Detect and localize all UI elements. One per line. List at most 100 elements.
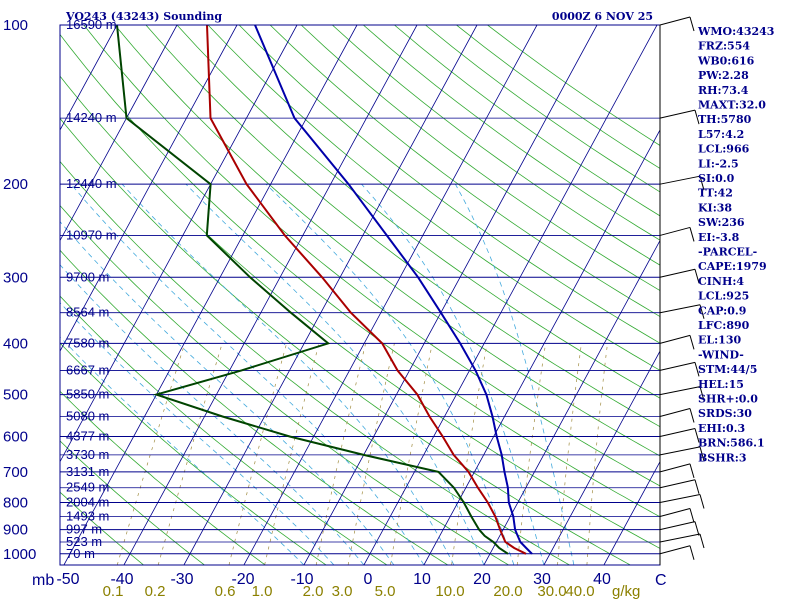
- mixing-ratio-line: [116, 343, 186, 565]
- temp-tick-label: 30: [533, 571, 551, 588]
- chart-title: VO243 (43243) Sounding: [65, 10, 222, 23]
- mixing-ratio-label: 0.1: [103, 583, 124, 600]
- plot-area: [60, 25, 660, 565]
- stability-index: SRDS:30: [698, 407, 752, 420]
- height-label: 2004 m: [66, 495, 109, 510]
- dry-adiabat-line: [60, 390, 266, 565]
- wind-barb-flag: [699, 533, 705, 549]
- mixing-ratio-label: 0.2: [145, 583, 166, 600]
- wind-barb: [659, 334, 691, 344]
- stability-index: KI:38: [698, 201, 732, 214]
- temp-tick-label: -30: [170, 571, 193, 588]
- dry-adiabat-line: [300, 25, 660, 292]
- height-label: 8564 m: [66, 305, 109, 320]
- height-label: 14240 m: [66, 110, 117, 125]
- dry-adiabat-line: [60, 342, 327, 565]
- stability-index: SI:0.0: [698, 172, 735, 185]
- moist-adiabat-line: [60, 264, 365, 565]
- wind-barb: [659, 361, 696, 371]
- temp-tick-label: 40: [593, 571, 611, 588]
- moist-adiabat-line: [121, 183, 455, 565]
- isotherm-line: [363, 25, 658, 565]
- wind-barb-flag: [694, 428, 700, 443]
- mixing-ratio-line: [390, 343, 433, 565]
- pressure-tick-label: 800: [3, 495, 28, 512]
- dry-adiabat-line: [207, 25, 660, 371]
- pressure-tick-label: 500: [3, 387, 28, 404]
- wind-barb-flag: [699, 176, 705, 191]
- pressure-unit-label: mb: [32, 572, 54, 589]
- pressure-tick-label: 200: [3, 176, 28, 193]
- dry-adiabat-line: [60, 440, 205, 565]
- stability-index: LCL:966: [698, 143, 750, 156]
- wind-barb-flag: [699, 446, 705, 462]
- pressure-tick-label: 1000: [3, 546, 36, 563]
- temp-tick-label: -10: [290, 571, 313, 588]
- moist-adiabat-line: [265, 183, 515, 565]
- isotherm-line: [0, 25, 57, 565]
- moist-adiabat-line: [70, 183, 425, 565]
- stability-index: BSHR:3: [698, 451, 747, 464]
- stability-index: EI:-3.8: [698, 231, 740, 244]
- mixing-ratio-line: [315, 343, 366, 565]
- mixing-ratio-line: [157, 343, 223, 565]
- pressure-tick-label: 700: [3, 464, 28, 481]
- wind-barb: [659, 268, 696, 278]
- stability-index: LI:-2.5: [698, 157, 739, 170]
- dry-adiabat-line: [60, 117, 631, 565]
- stability-index: -WIND-: [698, 348, 744, 361]
- mixing-ratio-line: [557, 343, 582, 565]
- pressure-tick-label: 100: [3, 17, 28, 34]
- height-label: 997 m: [66, 522, 102, 537]
- stability-index: EHI:0.3: [698, 422, 745, 435]
- dry-adiabat-line: [145, 25, 660, 428]
- isotherm-line: [60, 25, 238, 352]
- mixing-ratio-label: 5.0: [375, 583, 396, 600]
- dry-adiabat-line: [60, 204, 509, 565]
- height-label: 3730 m: [66, 447, 109, 462]
- stability-index: PW:2.28: [698, 69, 749, 82]
- mixing-ratio-label: 10.0: [435, 583, 464, 600]
- stability-index: -PARCEL-: [698, 246, 757, 259]
- wind-barb-flag: [694, 109, 700, 125]
- mixing-ratio-label: 0.6: [215, 583, 236, 600]
- mixing-ratio-label: 2.0: [303, 583, 324, 600]
- wind-barb: [659, 494, 701, 504]
- isotherm-line: [243, 25, 538, 565]
- wind-barb-flag: [699, 304, 705, 319]
- temp-tick-label: -20: [231, 571, 254, 588]
- dry-adiabat-line: [60, 491, 144, 565]
- isotherm-line: [303, 25, 598, 565]
- height-label: 523 m: [66, 534, 102, 549]
- wind-barb-flag: [694, 362, 700, 377]
- dry-adiabat-line: [114, 25, 660, 457]
- height-label: 7580 m: [66, 335, 109, 350]
- wind-barb: [659, 446, 701, 456]
- wind-barb: [659, 521, 696, 531]
- dry-adiabat-line: [60, 33, 660, 518]
- stability-index: SHR+:0.0: [698, 393, 758, 406]
- temp-tick-label: 20: [473, 571, 491, 588]
- dry-adiabat-line: [176, 25, 660, 399]
- isotherm-line: [603, 460, 660, 565]
- wind-barb: [659, 226, 691, 236]
- moist-adiabat-line: [60, 221, 395, 565]
- stability-index: CINH:4: [698, 275, 744, 288]
- temp-tick-label: 0: [364, 571, 373, 588]
- mixing-ratio-line: [586, 343, 608, 565]
- pressure-tick-label: 600: [3, 428, 28, 445]
- wind-barb: [659, 533, 701, 543]
- height-label: 70 m: [66, 546, 95, 561]
- dry-adiabat-line: [60, 160, 570, 565]
- mixing-unit-label: g/kg: [612, 583, 640, 600]
- wind-barb-flag: [689, 508, 695, 523]
- wind-barb: [659, 545, 691, 555]
- isotherm-line: [183, 25, 478, 565]
- wind-barb-flag: [689, 16, 695, 32]
- wind-barb-flag: [694, 479, 700, 494]
- isotherm-line: [423, 129, 660, 565]
- height-label: 1493 m: [66, 508, 109, 523]
- wind-barb: [659, 507, 691, 517]
- wind-barb: [659, 109, 696, 119]
